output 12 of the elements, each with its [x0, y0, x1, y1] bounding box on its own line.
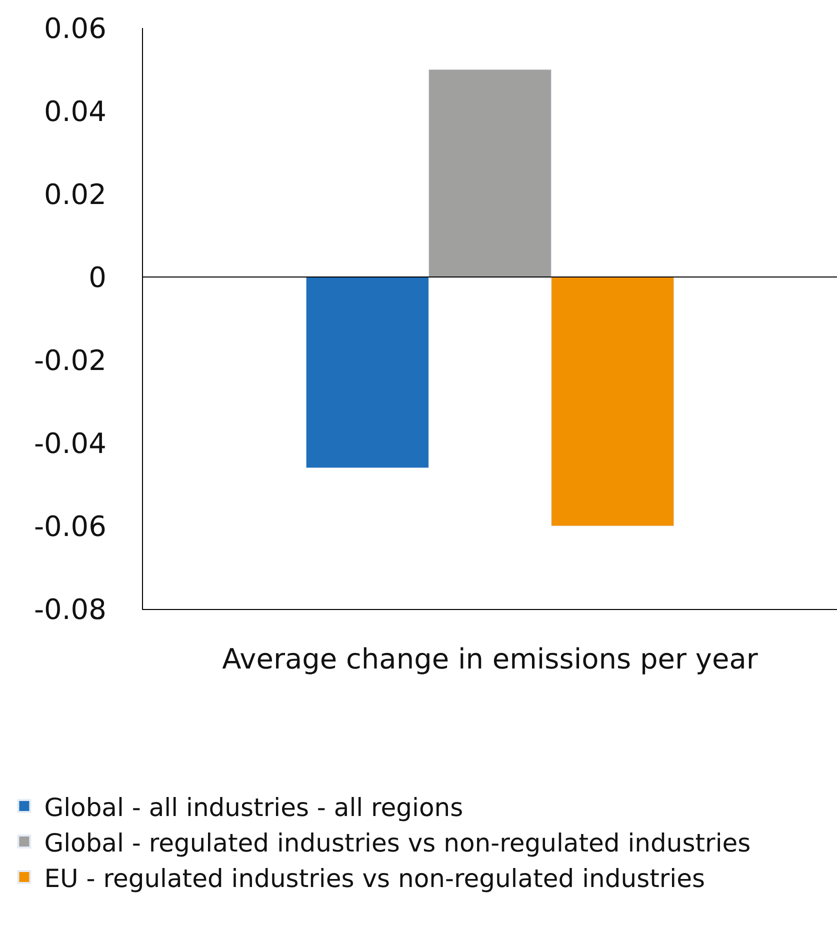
legend-label: EU - regulated industries vs non-regulated industries — [44, 864, 706, 893]
y-tick-label: 0 — [88, 260, 106, 294]
y-tick-label: 0.04 — [44, 94, 106, 128]
y-tick-label: 0.02 — [44, 178, 106, 211]
y-tick-label: -0.02 — [34, 344, 106, 377]
y-tick-label: 0.06 — [44, 12, 106, 45]
y-tick-label: -0.08 — [34, 592, 106, 626]
legend-label: Global - regulated industries vs non-regulated industries — [44, 828, 751, 858]
legend-label: Global - all industries - all regions — [44, 792, 464, 822]
y-tick-label: -0.06 — [34, 510, 106, 543]
x-tick-label: Average change in emissions per year — [222, 642, 758, 676]
y-tick-label: -0.04 — [34, 426, 106, 460]
